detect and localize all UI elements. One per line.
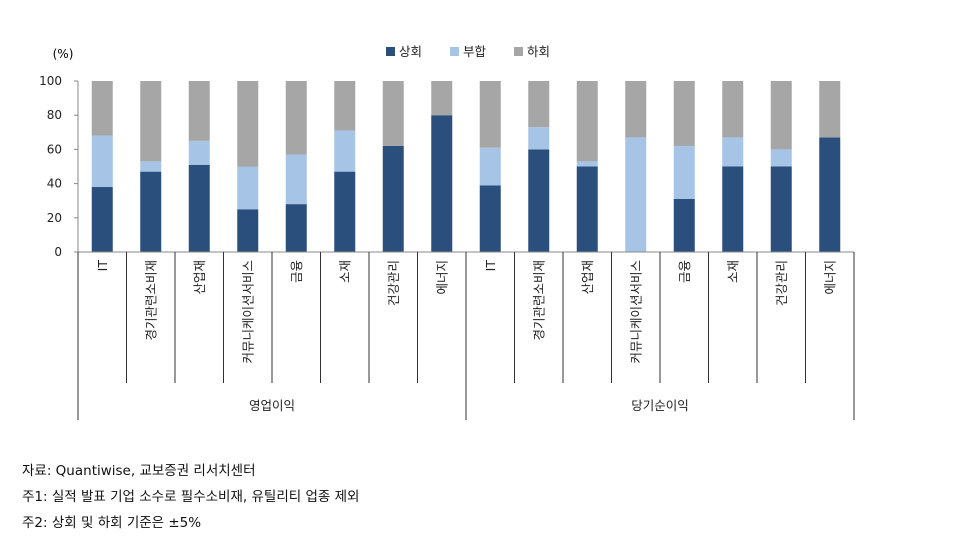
bar-segment	[188, 81, 210, 141]
x-tick-label: 에너지	[822, 260, 837, 295]
bar-segment	[770, 149, 792, 167]
bar-segment	[770, 166, 792, 252]
bar-segment	[722, 81, 744, 138]
bar-segment	[140, 171, 162, 252]
bar-segment	[479, 147, 501, 186]
bar-segment	[237, 166, 259, 210]
x-tick-label: IT	[483, 260, 498, 272]
y-tick-label: 0	[54, 245, 62, 259]
x-tick-label: 건강관리	[386, 260, 401, 306]
source-note: 자료: Quantiwise, 교보증권 리서치센터	[22, 463, 256, 479]
bar-segment	[237, 81, 259, 167]
bar-segment	[91, 187, 113, 252]
bar-segment	[91, 135, 113, 188]
bar-segment	[625, 137, 647, 252]
bar-segment	[334, 130, 356, 172]
x-tick-label: 경기관련소비재	[143, 260, 158, 341]
y-axis-ticks: 0 20 40 60 80 100	[39, 74, 79, 259]
group-label: 영업이익	[249, 398, 295, 413]
stacked-bar-chart: 0 20 40 60 80 100 IT 경기관련소비재 산업재 커뮤니케이션서비스 금융 소재 건강…	[39, 44, 855, 420]
bar-segment	[285, 204, 307, 252]
y-tick-label: 20	[47, 211, 62, 225]
bar-segment	[625, 81, 647, 138]
bar-segment	[576, 161, 598, 167]
bar-segment	[431, 115, 453, 252]
legend-item: 상회	[386, 44, 422, 59]
y-tick-label: 100	[39, 74, 62, 88]
bar-segment	[188, 164, 210, 252]
bar-segment	[285, 154, 307, 205]
bar-segment	[479, 185, 501, 252]
bar-segment	[334, 81, 356, 131]
legend: 상회 부합 하회	[386, 44, 550, 59]
bar-segment	[479, 81, 501, 148]
bar-segment	[188, 140, 210, 165]
legend-swatch	[514, 47, 523, 56]
x-tick-label: 에너지	[434, 260, 449, 295]
x-tick-label: 커뮤니케이션서비스	[628, 260, 643, 364]
bar-segment	[528, 81, 550, 128]
x-tick-label: 소재	[725, 260, 740, 283]
bar-segment	[140, 161, 162, 172]
x-axis: IT 경기관련소비재 산업재 커뮤니케이션서비스 금융 소재 건강관리 에너지 IT 경기관련소비…	[77, 251, 855, 420]
x-tick-label: 커뮤니케이션서비스	[240, 260, 255, 364]
legend-label: 부합	[463, 44, 487, 59]
bar-segment	[382, 81, 404, 146]
bar-segment	[140, 81, 162, 162]
bar-segment	[819, 81, 841, 138]
legend-item: 부합	[450, 44, 487, 59]
bar-segment	[334, 171, 356, 252]
bar-segment	[770, 81, 792, 150]
y-axis-unit: (%)	[53, 47, 74, 61]
bar-segment	[673, 198, 695, 252]
x-tick-label: 건강관리	[774, 260, 789, 306]
legend-swatch	[450, 47, 459, 56]
bar-segment	[673, 145, 695, 199]
bar-segment	[91, 81, 113, 136]
x-tick-label: 소재	[337, 260, 352, 283]
bar-segment	[431, 81, 453, 116]
x-tick-label: 산업재	[192, 260, 207, 295]
legend-item: 하회	[514, 44, 550, 59]
bar-segment	[285, 81, 307, 155]
y-tick-label: 60	[47, 142, 62, 156]
bar-segment	[528, 149, 550, 252]
x-tick-label: 금융	[677, 260, 692, 283]
legend-swatch	[386, 47, 395, 56]
bar-segment	[673, 81, 695, 146]
x-tick-label: 금융	[289, 260, 304, 283]
y-tick-label: 40	[47, 177, 62, 191]
bar-segment	[722, 137, 744, 167]
bar-segment	[382, 145, 404, 252]
x-tick-label: 경기관련소비재	[531, 260, 546, 341]
legend-label: 하회	[527, 44, 550, 59]
y-tick-label: 80	[47, 108, 62, 122]
footnote-2: 주2: 상회 및 하회 기준은 ±5%	[22, 515, 202, 531]
bar-segment	[576, 81, 598, 162]
legend-label: 상회	[399, 44, 422, 59]
bar-segment	[819, 137, 841, 252]
bar-segment	[237, 209, 259, 252]
bar-segment	[722, 166, 744, 252]
x-tick-label: IT	[95, 260, 110, 272]
bar-segment	[576, 166, 598, 252]
bar-segment	[528, 127, 550, 150]
x-tick-label: 산업재	[580, 260, 595, 295]
group-label: 당기순이익	[631, 398, 689, 413]
bar-series	[91, 81, 841, 252]
footnote-1: 주1: 실적 발표 기업 소수로 필수소비재, 유틸리티 업종 제외	[22, 489, 360, 505]
footnotes: 자료: Quantiwise, 교보증권 리서치센터 주1: 실적 발표 기업 …	[22, 458, 359, 536]
